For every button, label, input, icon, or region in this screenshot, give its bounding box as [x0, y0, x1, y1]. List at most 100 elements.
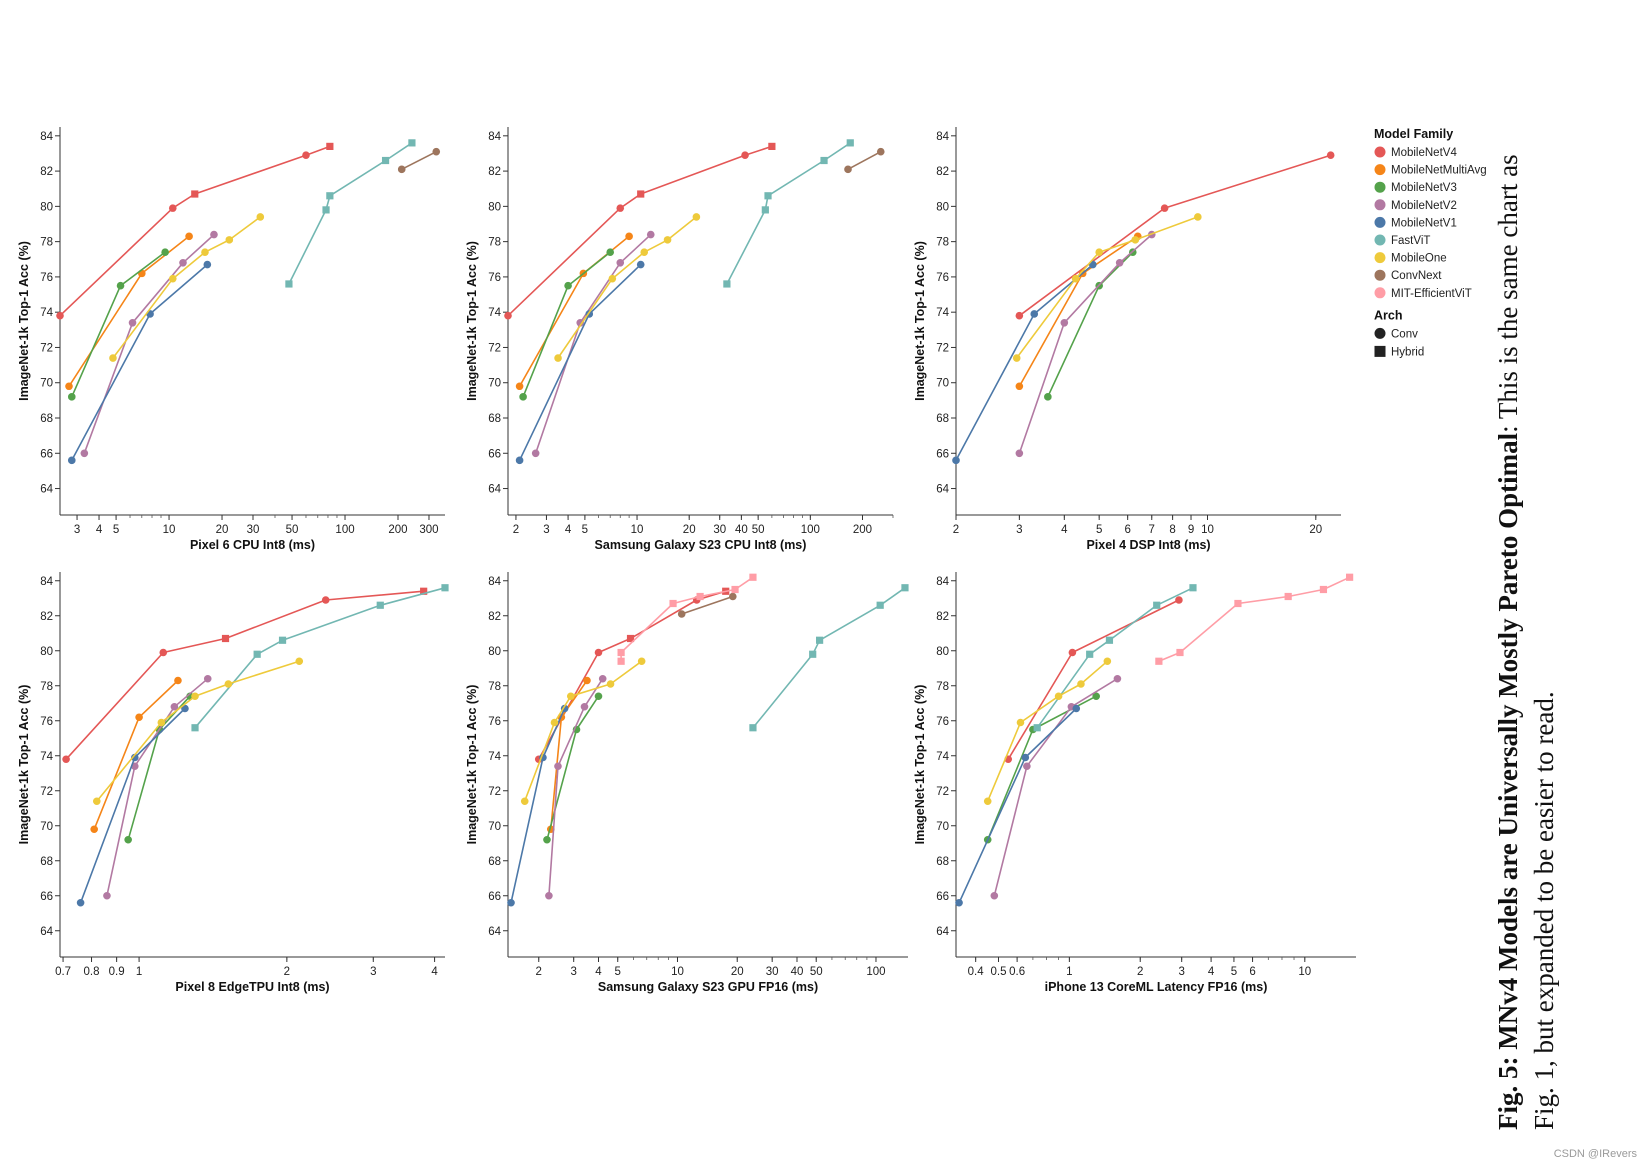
data-point-conv: [1030, 310, 1039, 318]
y-tick-label: 84: [40, 576, 53, 588]
data-point-conv: [616, 259, 625, 267]
series-mobilenetv4: [62, 587, 428, 764]
y-tick-label: 70: [40, 821, 53, 833]
x-tick-label: 30: [713, 524, 726, 536]
legend-item-mobilenetv2: MobileNetV2: [1374, 199, 1457, 212]
data-point-hybrid: [816, 636, 824, 644]
data-point-hybrid: [626, 634, 635, 643]
y-tick-label: 82: [488, 611, 501, 623]
y-axis-title: ImageNet-1k Top-1 Acc (%): [465, 241, 479, 401]
data-point-hybrid: [1176, 648, 1184, 657]
y-tick-label: 68: [488, 856, 501, 868]
data-point-hybrid: [381, 156, 390, 165]
x-tick-label: 0.7: [55, 966, 71, 978]
data-point-conv: [663, 236, 672, 244]
y-tick-label: 84: [936, 131, 949, 143]
y-tick-label: 82: [40, 611, 53, 623]
legend-item-mobilenetmultiavg: MobileNetMultiAvg: [1374, 164, 1487, 177]
y-tick-label: 80: [488, 201, 501, 213]
x-tick-label: 4: [595, 966, 602, 978]
series-line: [726, 142, 851, 285]
series-line: [79, 707, 186, 904]
series-mobileone: [554, 213, 701, 362]
data-point-conv: [179, 259, 187, 267]
x-tick-label: 2: [536, 966, 542, 978]
y-axis-title: ImageNet-1k Top-1 Acc (%): [17, 241, 31, 401]
series-mobilenetv1: [67, 260, 212, 465]
series-mobilenetv3: [543, 692, 603, 844]
chart-panel-2: 64 66 68 70 72 74 76 78 80 82 84 2 3 4 5 10 20 30 40 50 100 2…: [465, 127, 894, 552]
y-tick-label: 76: [488, 716, 501, 728]
x-tick-label: 3: [543, 524, 549, 536]
data-point-conv: [397, 165, 406, 174]
data-point-conv: [625, 232, 633, 241]
data-point-conv: [1077, 680, 1085, 688]
data-point-hybrid: [376, 601, 384, 609]
series-mobileone: [1012, 213, 1202, 362]
data-point-hybrid: [1234, 599, 1242, 608]
x-tick-label: 10: [631, 524, 644, 536]
series-mobileone: [92, 657, 304, 806]
y-tick-label: 68: [40, 856, 53, 868]
y-tick-label: 64: [936, 484, 949, 496]
y-tick-label: 84: [488, 576, 501, 588]
series-mobilenetv1: [955, 704, 1081, 907]
legend-label: MobileNetV2: [1391, 200, 1457, 212]
x-tick-label: 4: [565, 524, 572, 536]
series-convnext: [677, 592, 737, 618]
data-point-hybrid: [1105, 636, 1114, 644]
data-point-conv: [168, 204, 177, 212]
data-point-hybrid: [1086, 650, 1094, 658]
data-point-conv: [550, 718, 559, 727]
legend-label: ConvNext: [1391, 270, 1442, 282]
x-tick-label: 3: [74, 524, 80, 536]
data-point-conv: [256, 213, 265, 221]
chart-panel-1: 64 66 68 70 72 74 76 78 80 82 84 3 4 5 10 20 30 50 100 200 3…: [17, 127, 445, 552]
legend-item-mobilenetv4: MobileNetV4: [1374, 146, 1457, 159]
series-mobilenetmultiavg: [90, 676, 182, 834]
x-tick-label: 50: [810, 966, 823, 978]
data-point-conv: [554, 354, 562, 362]
y-tick-label: 74: [40, 307, 53, 319]
x-axis-title: iPhone 13 CoreML Latency FP16 (ms): [1045, 980, 1268, 994]
data-point-conv: [677, 610, 686, 618]
series-mit-efficientvit: [1155, 573, 1354, 665]
data-point-hybrid: [768, 142, 776, 150]
x-tick-label: 50: [286, 524, 299, 536]
chart-panel-5: 64 66 68 70 72 74 76 78 80 82 84 2 3 4 5 10 20 30 40 50 100 S…: [465, 572, 909, 994]
y-axis-title: ImageNet-1k Top-1 Acc (%): [913, 241, 927, 401]
data-point-hybrid: [408, 139, 416, 147]
x-tick-label: 0.6: [1009, 966, 1025, 978]
legend-label: MIT-EfficientViT: [1391, 288, 1472, 300]
data-point-conv: [1175, 596, 1183, 604]
series-line: [1047, 251, 1134, 398]
series-line: [847, 150, 882, 171]
y-tick-label: 70: [488, 821, 501, 833]
data-point-conv: [67, 456, 76, 465]
y-tick-label: 72: [40, 342, 53, 354]
series-mobilenetv2: [80, 230, 218, 458]
y-tick-label: 84: [936, 576, 949, 588]
data-point-conv: [515, 456, 524, 465]
legend-swatch: [1374, 327, 1386, 339]
data-point-conv: [507, 898, 515, 907]
x-tick-label: 200: [853, 524, 872, 536]
legend-swatch: [1374, 216, 1386, 228]
x-tick-label: 6: [1124, 524, 1130, 536]
y-tick-label: 84: [40, 131, 53, 143]
data-point-conv: [1015, 311, 1024, 320]
x-tick-label: 40: [791, 966, 804, 978]
series-line: [288, 142, 413, 285]
data-point-conv: [564, 281, 572, 290]
y-tick-label: 66: [40, 448, 53, 460]
data-point-conv: [116, 281, 125, 290]
data-point-conv: [1016, 718, 1025, 727]
data-point-conv: [203, 260, 212, 269]
series-mobilenetv2: [531, 230, 655, 458]
data-point-conv: [844, 165, 852, 174]
y-tick-label: 72: [488, 342, 501, 354]
x-tick-label: 2: [284, 966, 290, 978]
y-tick-label: 82: [40, 166, 53, 178]
series-line: [71, 251, 166, 398]
data-point-conv: [302, 151, 310, 160]
